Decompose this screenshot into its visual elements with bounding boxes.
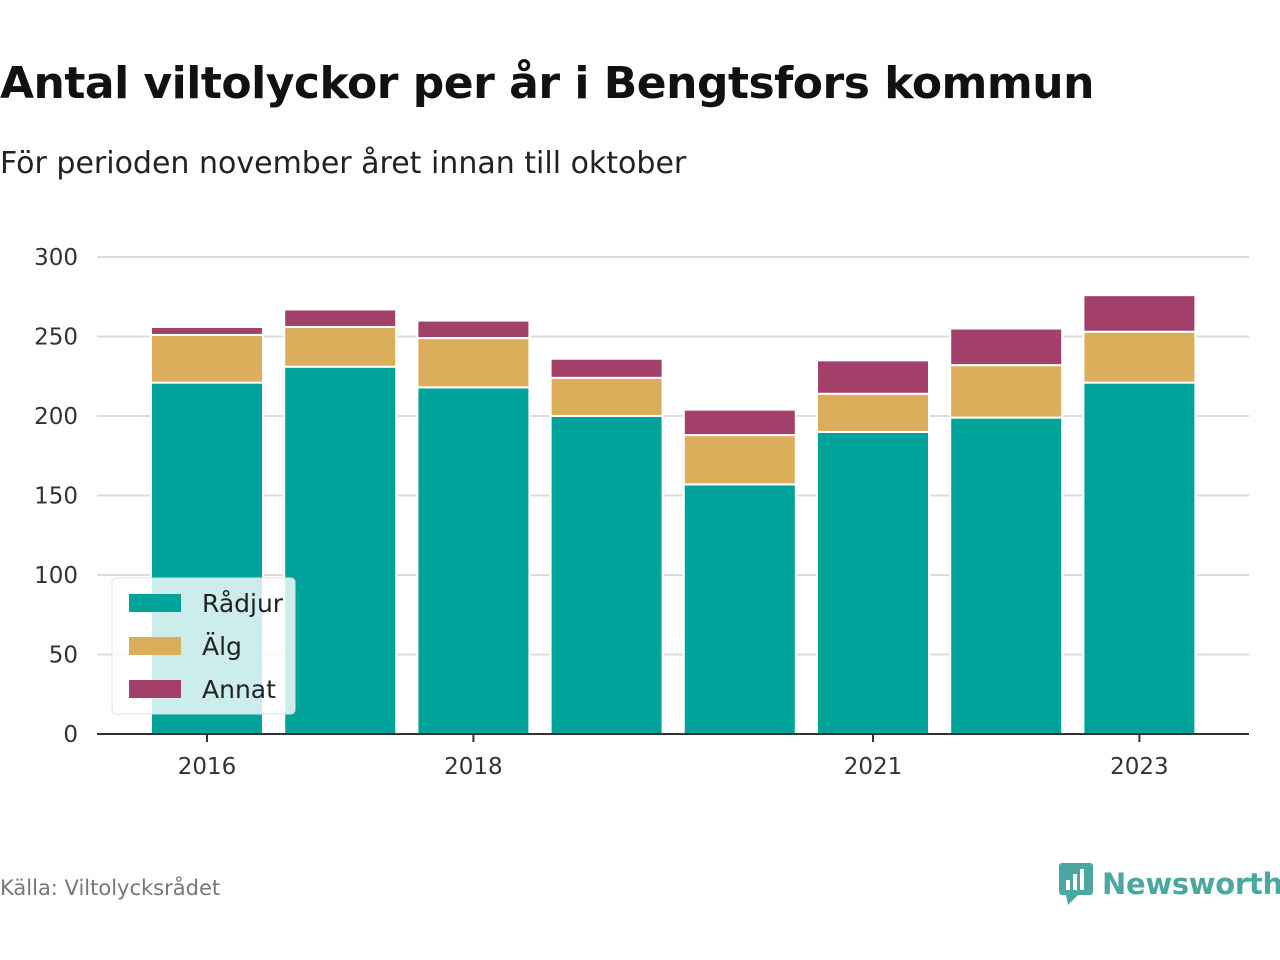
legend: Rådjur Älg Annat [111, 577, 296, 715]
bar-segment-Rådjur [1082, 381, 1197, 735]
chart-title: Antal viltolyckor per år i Bengtsfors ko… [0, 58, 1094, 109]
x-tick-label: 2016 [178, 754, 237, 780]
x-axis-ticks: 2016 2018 2021 2023 [178, 734, 1169, 780]
y-tick-label: 300 [34, 245, 78, 271]
bar-segment-Rådjur [416, 386, 531, 735]
x-tick-label: 2018 [444, 754, 503, 780]
bar-segment-Annat [283, 308, 398, 328]
bar-segment-Älg [283, 325, 398, 368]
source-note: Källa: Viltolycksrådet [0, 876, 221, 900]
chart-subtitle: För perioden november året innan till ok… [0, 146, 687, 181]
legend-label: Älg [202, 632, 242, 661]
bar-segment-Älg [949, 364, 1064, 419]
stacked-bar-chart: 0 50 100 150 200 250 300 2016 2018 2021 2023 Rådj… [34, 245, 1249, 780]
legend-label: Rådjur [202, 589, 284, 618]
bar-segment-Älg [816, 392, 930, 433]
bar-segment-Annat [682, 408, 797, 437]
bar-segment-Älg [416, 337, 531, 389]
bar-segment-Rådjur [283, 365, 398, 735]
legend-label: Annat [202, 675, 276, 704]
bar-segment-Rådjur [949, 416, 1064, 735]
y-tick-label: 200 [34, 404, 78, 430]
legend-swatch [129, 680, 181, 698]
bars [150, 294, 1197, 735]
newsworthy-logo-icon [1059, 863, 1093, 905]
y-axis-ticks: 0 50 100 150 200 250 300 [34, 245, 78, 748]
bar-segment-Rådjur [682, 483, 797, 735]
bar-segment-Annat [150, 325, 264, 336]
y-tick-label: 0 [63, 722, 78, 748]
bar-segment-Rådjur [549, 415, 664, 735]
y-tick-label: 150 [34, 484, 78, 510]
y-tick-label: 250 [34, 325, 78, 351]
bar-segment-Annat [949, 327, 1064, 367]
y-tick-label: 50 [49, 643, 78, 669]
bar-segment-Annat [416, 319, 531, 340]
brand-logo: Newsworthy [1058, 862, 1280, 906]
y-tick-label: 100 [34, 563, 78, 589]
bar-segment-Annat [1082, 294, 1197, 333]
bar-segment-Älg [682, 434, 797, 486]
x-tick-label: 2023 [1110, 754, 1169, 780]
bar-segment-Älg [150, 333, 264, 384]
bar-segment-Älg [549, 376, 664, 417]
brand-name: Newsworthy [1102, 867, 1280, 901]
x-tick-label: 2021 [844, 754, 903, 780]
legend-swatch [129, 594, 181, 612]
bar-segment-Rådjur [816, 430, 930, 735]
bar-segment-Annat [816, 359, 930, 395]
bar-segment-Älg [1082, 330, 1197, 384]
bar-segment-Annat [549, 357, 664, 379]
legend-swatch [129, 637, 181, 655]
